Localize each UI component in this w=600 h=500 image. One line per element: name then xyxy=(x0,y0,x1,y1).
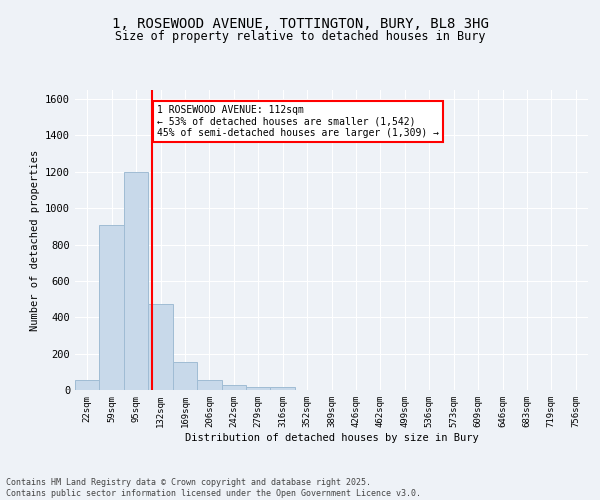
Bar xyxy=(221,385,246,390)
Bar xyxy=(100,224,124,390)
Text: 1, ROSEWOOD AVENUE, TOTTINGTON, BURY, BL8 3HG: 1, ROSEWOOD AVENUE, TOTTINGTON, BURY, BL… xyxy=(112,18,488,32)
Bar xyxy=(75,380,100,390)
Y-axis label: Number of detached properties: Number of detached properties xyxy=(29,150,40,330)
Bar xyxy=(271,388,295,390)
Bar xyxy=(246,388,271,390)
Bar xyxy=(173,362,197,390)
Text: Size of property relative to detached houses in Bury: Size of property relative to detached ho… xyxy=(115,30,485,43)
Bar xyxy=(197,380,221,390)
Text: Contains HM Land Registry data © Crown copyright and database right 2025.
Contai: Contains HM Land Registry data © Crown c… xyxy=(6,478,421,498)
Bar xyxy=(148,304,173,390)
Text: 1 ROSEWOOD AVENUE: 112sqm
← 53% of detached houses are smaller (1,542)
45% of se: 1 ROSEWOOD AVENUE: 112sqm ← 53% of detac… xyxy=(157,104,439,138)
Bar xyxy=(124,172,148,390)
X-axis label: Distribution of detached houses by size in Bury: Distribution of detached houses by size … xyxy=(185,432,478,442)
